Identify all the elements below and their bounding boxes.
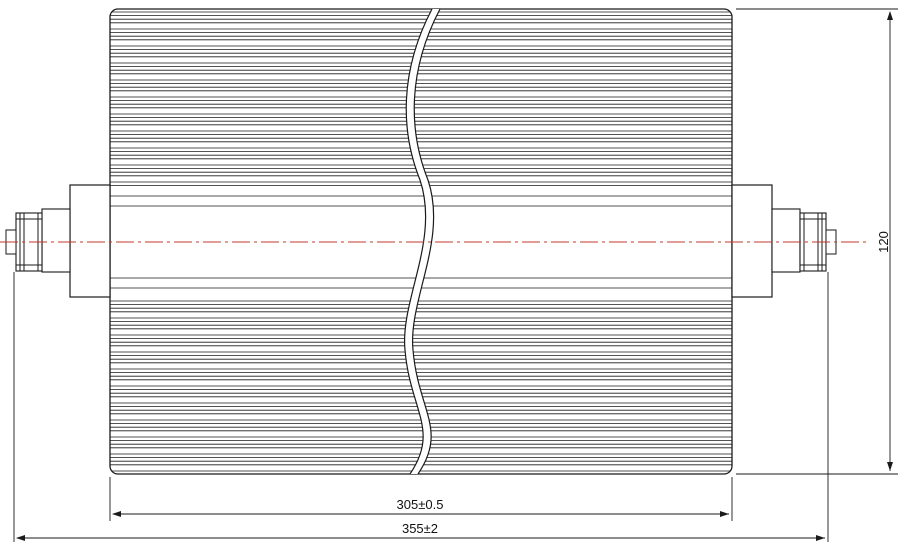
body-length-dimension: 305±0.5 bbox=[109, 477, 733, 521]
left-connector bbox=[5, 208, 71, 273]
height-dimension-label: 120 bbox=[876, 231, 891, 253]
overall-length-label: 355±2 bbox=[402, 521, 438, 536]
left-end-plate bbox=[69, 184, 111, 298]
cooling-fins bbox=[110, 11, 732, 472]
right-connector bbox=[771, 208, 837, 273]
break-line bbox=[403, 8, 441, 475]
body-length-label: 305±0.5 bbox=[397, 497, 444, 512]
right-end-plate bbox=[731, 184, 773, 298]
height-dimension: 120 bbox=[736, 8, 898, 475]
heatsink-body bbox=[109, 8, 733, 475]
overall-length-dimension: 355±2 bbox=[13, 272, 829, 542]
